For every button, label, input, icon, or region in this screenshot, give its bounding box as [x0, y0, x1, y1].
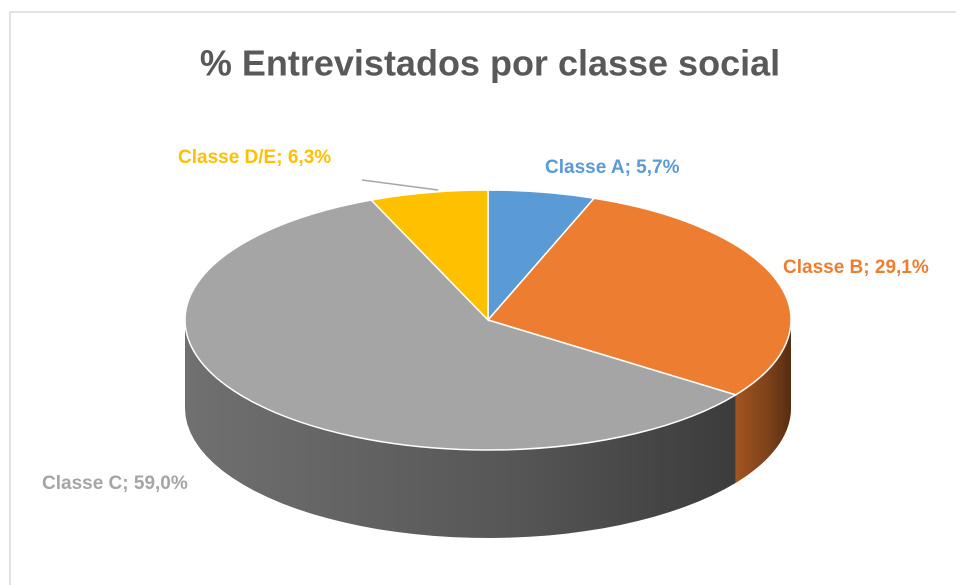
data-label: Classe C; 59,0% [42, 473, 188, 494]
data-label: Classe D/E; 6,3% [178, 147, 331, 168]
label-category: Classe A [545, 157, 625, 178]
data-label: Classe A; 5,7% [545, 157, 680, 178]
pie [184, 189, 792, 538]
leader-line [361, 179, 439, 191]
label-separator: ; [625, 157, 637, 178]
label-separator: ; [863, 257, 875, 278]
chart-title: % Entrevistados por classe social [200, 43, 780, 84]
label-category: Classe B [783, 257, 863, 278]
label-separator: ; [122, 473, 134, 494]
label-category: Classe C [42, 473, 123, 494]
slice-side-shade [185, 320, 736, 538]
slice [184, 199, 738, 451]
label-separator: ; [276, 147, 288, 168]
data-label: Classe B; 29,1% [783, 257, 929, 278]
labels: Classe A; 5,7% Classe B; 29,1% Classe C; 5… [42, 147, 929, 494]
label-value: 5,7% [636, 157, 679, 178]
slice [369, 189, 489, 322]
label-value: 6,3% [288, 147, 331, 168]
slice [486, 197, 792, 396]
label-value: 29,1% [875, 257, 929, 278]
label-value: 59,0% [134, 473, 188, 494]
slice-side-shade [735, 320, 791, 483]
label-category: Classe D/E [178, 147, 276, 168]
